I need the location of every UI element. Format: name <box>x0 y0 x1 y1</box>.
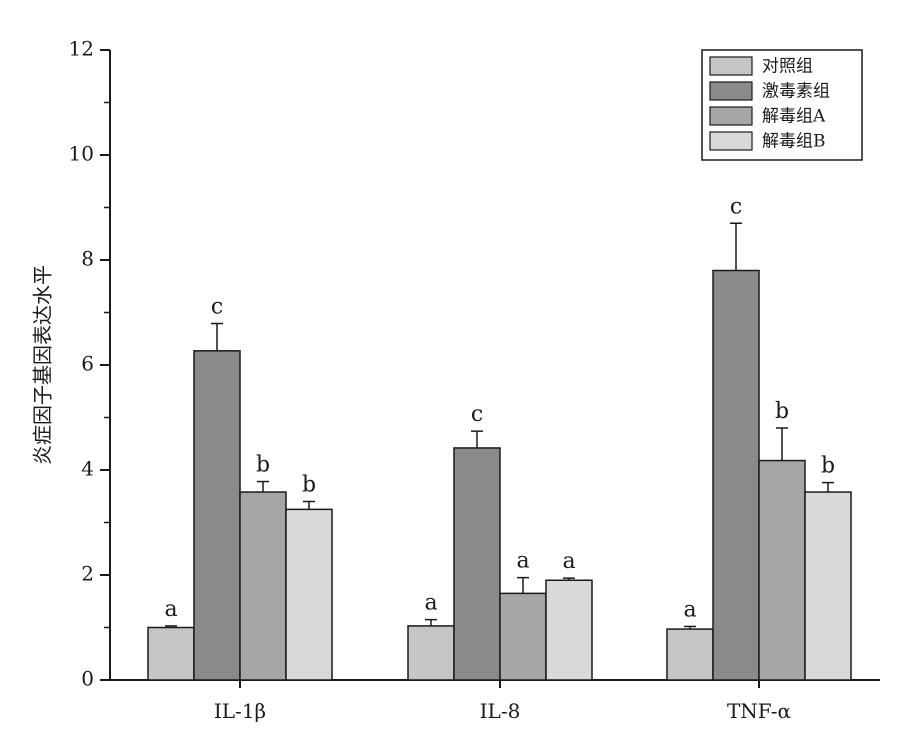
legend: 对照组激毒素组解毒组A 解毒组B <box>702 50 862 160</box>
bar-texture <box>148 628 194 681</box>
legend-swatch-texture <box>710 132 752 150</box>
x-tick-label: TNF-α <box>727 699 791 723</box>
legend-swatch-texture <box>710 82 752 100</box>
y-tick-label: 6 <box>81 352 94 376</box>
y-tick-label: 2 <box>81 562 94 586</box>
significance-label: a <box>562 549 575 574</box>
legend-label: 解毒组A <box>762 107 826 127</box>
bar-texture <box>194 351 240 680</box>
significance-label: b <box>821 454 835 479</box>
bar-texture <box>667 629 713 680</box>
bar-texture <box>240 492 286 680</box>
significance-label: c <box>211 295 223 320</box>
bar-texture <box>759 461 805 680</box>
y-ticks: 0 2 4 6 8 10 12 <box>69 37 110 691</box>
significance-label: c <box>730 194 742 219</box>
bar-texture <box>805 492 851 680</box>
bar-texture <box>286 509 332 680</box>
y-tick-label: 4 <box>81 457 94 481</box>
bar-texture <box>713 271 759 681</box>
bars: a c b b a c a a a c b b <box>148 194 851 680</box>
y-axis: 0 2 4 6 8 10 12 炎症因子基因表达水平 <box>31 37 111 691</box>
significance-label: a <box>683 597 696 622</box>
legend-swatch-texture <box>710 57 752 75</box>
x-tick-label: IL-1β <box>214 699 266 723</box>
legend-label: 激毒素组 <box>762 82 830 102</box>
legend-label: 解毒组B <box>762 132 826 152</box>
y-tick-label: 12 <box>69 37 94 61</box>
bar-texture <box>454 448 500 680</box>
significance-label: b <box>256 453 270 478</box>
significance-label: b <box>302 473 316 498</box>
x-tick-label: IL-8 <box>480 699 521 723</box>
y-tick-label: 8 <box>81 247 94 271</box>
x-axis: IL-1β IL-8 TNF-α <box>110 680 880 723</box>
x-labels: IL-1β IL-8 TNF-α <box>214 680 791 723</box>
significance-label: a <box>164 597 177 622</box>
significance-label: b <box>775 399 789 424</box>
bar-texture <box>500 593 546 680</box>
significance-label: a <box>516 549 529 574</box>
bar-texture <box>408 626 454 680</box>
y-tick-label: 10 <box>69 142 94 166</box>
significance-label: a <box>424 591 437 616</box>
y-tick-label: 0 <box>81 667 94 691</box>
legend-swatch-texture <box>710 107 752 125</box>
significance-label: c <box>471 402 483 427</box>
bar-texture <box>546 580 592 680</box>
legend-label: 对照组 <box>762 57 813 77</box>
y-axis-label: 炎症因子基因表达水平 <box>31 265 55 465</box>
